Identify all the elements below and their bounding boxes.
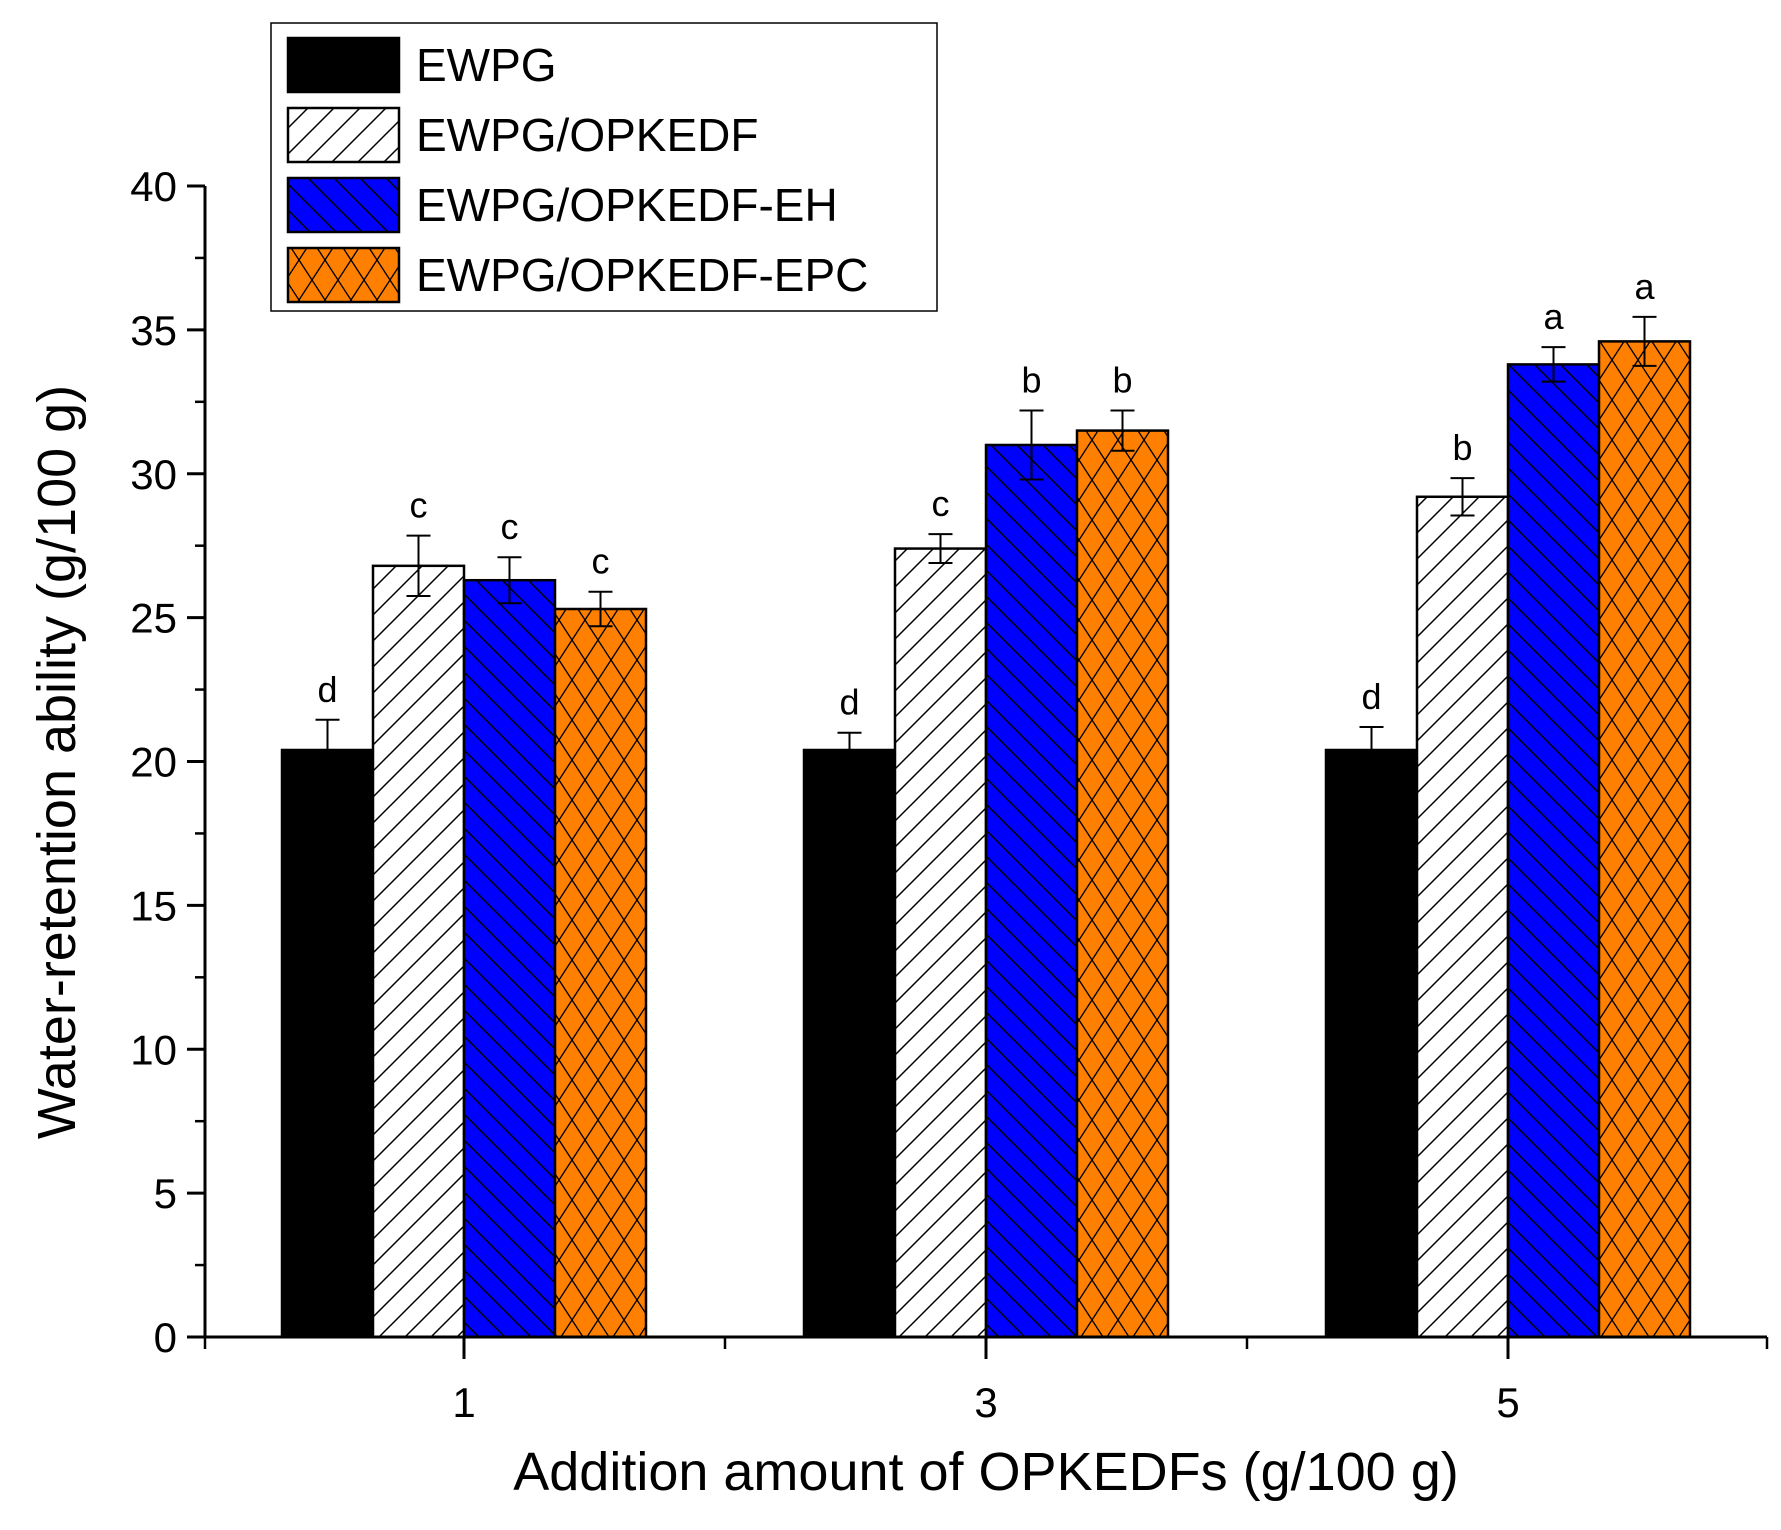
significance-letter: c bbox=[592, 541, 610, 582]
error-bar bbox=[1019, 409, 1044, 481]
significance-letter: b bbox=[1452, 427, 1472, 468]
y-tick-label: 40 bbox=[130, 163, 177, 210]
error-bar bbox=[928, 533, 953, 564]
bar bbox=[1075, 429, 1170, 1339]
significance-letter: b bbox=[1112, 359, 1132, 400]
bar bbox=[280, 748, 375, 1339]
legend: EWPG EWPG/OPKEDF EWPG/OPKEDF-EH EWPG/OPKEDF… bbox=[270, 22, 938, 312]
legend-swatch bbox=[286, 176, 401, 234]
y-tick-label: 5 bbox=[154, 1170, 177, 1217]
error-bar bbox=[1450, 477, 1475, 517]
y-tick-label: 30 bbox=[130, 451, 177, 498]
bars-layer: d d d c c b c b a c b a bbox=[280, 266, 1692, 1339]
error-bar bbox=[1359, 725, 1384, 775]
error-bar bbox=[1541, 346, 1566, 383]
y-tick-label: 10 bbox=[130, 1026, 177, 1073]
error-bar bbox=[588, 590, 613, 628]
y-tick-label: 15 bbox=[130, 882, 177, 929]
legend-label: EWPG/OPKEDF bbox=[416, 109, 758, 161]
bar bbox=[553, 607, 648, 1339]
error-bar bbox=[497, 556, 522, 605]
error-bar bbox=[1110, 409, 1135, 452]
legend-label: EWPG/OPKEDF-EH bbox=[416, 179, 838, 231]
x-tick-label: 5 bbox=[1496, 1379, 1519, 1426]
legend-label: EWPG bbox=[416, 39, 557, 91]
significance-letter: c bbox=[501, 506, 519, 547]
bar bbox=[1506, 363, 1601, 1339]
legend-swatch bbox=[286, 36, 401, 94]
error-bar bbox=[406, 534, 431, 598]
significance-letter: c bbox=[932, 483, 950, 524]
legend-swatch bbox=[286, 246, 401, 304]
significance-letter: d bbox=[839, 682, 859, 723]
y-tick-label: 25 bbox=[130, 595, 177, 642]
error-bar bbox=[315, 718, 340, 782]
significance-letter: a bbox=[1543, 296, 1564, 337]
error-bar bbox=[1632, 315, 1657, 367]
legend-label: EWPG/OPKEDF-EPC bbox=[416, 249, 868, 301]
bar bbox=[802, 748, 897, 1339]
y-axis-label: Water-retention ability (g/100 g) bbox=[27, 385, 87, 1139]
legend-swatch bbox=[286, 106, 401, 164]
bar bbox=[1597, 340, 1692, 1339]
y-tick-label: 0 bbox=[154, 1314, 177, 1361]
y-tick-label: 20 bbox=[130, 739, 177, 786]
bar bbox=[371, 564, 466, 1339]
error-bar bbox=[837, 731, 862, 769]
significance-letter: b bbox=[1021, 359, 1041, 400]
bar bbox=[1324, 748, 1419, 1339]
x-tick-label: 1 bbox=[452, 1379, 475, 1426]
bar bbox=[462, 578, 557, 1339]
x-axis-label: Addition amount of OPKEDFs (g/100 g) bbox=[513, 1442, 1458, 1502]
bar bbox=[1415, 495, 1510, 1339]
x-tick-label: 3 bbox=[974, 1379, 997, 1426]
y-tick-label: 35 bbox=[130, 307, 177, 354]
bar bbox=[893, 547, 988, 1339]
significance-letter: d bbox=[1361, 676, 1381, 717]
significance-letter: c bbox=[410, 485, 428, 526]
bar bbox=[984, 443, 1079, 1339]
significance-letter: d bbox=[317, 669, 337, 710]
significance-letter: a bbox=[1634, 266, 1655, 307]
